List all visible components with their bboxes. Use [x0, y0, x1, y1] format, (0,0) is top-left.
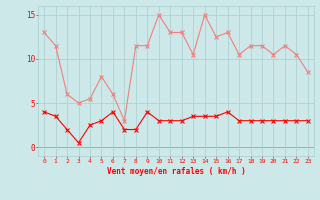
X-axis label: Vent moyen/en rafales ( km/h ): Vent moyen/en rafales ( km/h ) [107, 167, 245, 176]
